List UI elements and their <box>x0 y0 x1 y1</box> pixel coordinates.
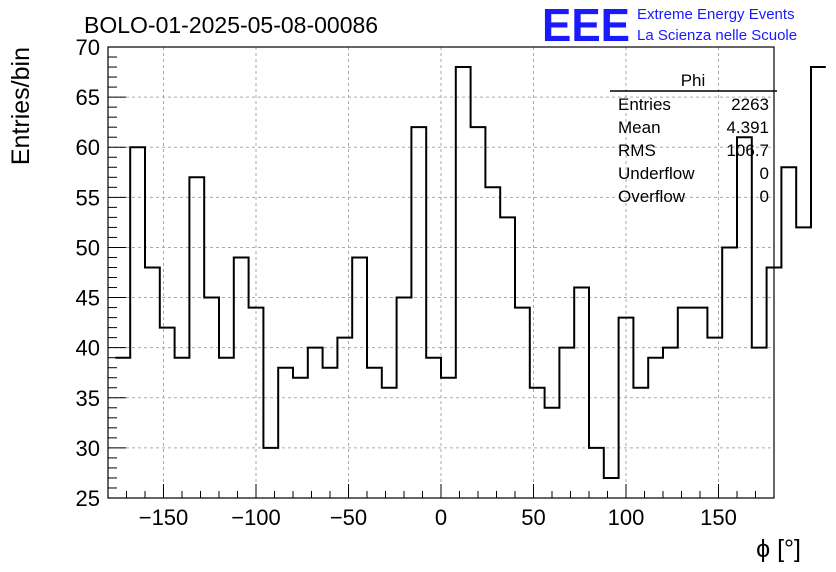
x-tick-label: 50 <box>521 505 545 530</box>
stats-row-value: 0 <box>760 164 769 183</box>
histogram-bin <box>397 298 412 498</box>
logo-mark: EEE <box>542 0 630 51</box>
histogram-bin <box>426 358 441 498</box>
stats-row-value: 106.7 <box>726 141 769 160</box>
histogram-bin <box>160 328 175 498</box>
chart-title: BOLO-01-2025-05-08-00086 <box>84 12 378 38</box>
histogram-bin <box>781 167 796 498</box>
logo: EEE Extreme Energy Events La Scienza nel… <box>542 0 797 51</box>
y-tick-label: 55 <box>76 185 100 210</box>
histogram-bin <box>663 348 678 498</box>
histogram-bin <box>707 338 722 498</box>
stats-rows: Entries 2263 Mean 4.391 RMS 106.7 Underflow 0 Ov… <box>618 95 769 206</box>
y-tick-label: 30 <box>76 436 100 461</box>
x-tick-label: −100 <box>231 505 281 530</box>
y-axis: 25 30 35 40 45 50 55 60 65 70 <box>76 35 126 511</box>
histogram-bins <box>115 67 825 498</box>
histogram-bin <box>574 288 589 498</box>
histogram-bin <box>752 348 767 498</box>
histogram-bin <box>485 187 500 498</box>
stats-title: Phi <box>681 71 706 90</box>
histogram-bin <box>115 358 130 498</box>
histogram-bin <box>811 67 826 498</box>
y-axis-title: Entries/bin <box>7 47 35 165</box>
logo-line-2: La Scienza nelle Scuole <box>637 27 797 44</box>
y-tick-label: 50 <box>76 235 100 260</box>
histogram-bin <box>367 368 382 498</box>
x-axis-title: ϕ [°] <box>756 535 801 563</box>
y-tick-label: 60 <box>76 135 100 160</box>
histogram-bin <box>249 308 264 498</box>
y-tick-label: 40 <box>76 336 100 361</box>
stats-row-value: 4.391 <box>726 118 769 137</box>
histogram-bin <box>648 358 663 498</box>
histogram-bin <box>619 318 634 498</box>
histogram-bin <box>263 448 278 498</box>
histogram-bin <box>530 388 545 498</box>
y-tick-label: 65 <box>76 85 100 110</box>
histogram-bin <box>678 308 693 498</box>
logo-line-1: Extreme Energy Events <box>637 6 795 23</box>
histogram-bin <box>796 227 811 498</box>
histogram-bin <box>737 137 752 498</box>
x-tick-label: 150 <box>700 505 737 530</box>
histogram-bin <box>515 308 530 498</box>
histogram-bin <box>337 338 352 498</box>
x-axis: −150 −100 −50 0 50 100 150 <box>126 484 756 530</box>
histogram-bin <box>293 378 308 498</box>
histogram-bin <box>633 388 648 498</box>
x-tick-label: 100 <box>608 505 645 530</box>
y-tick-label: 45 <box>76 286 100 311</box>
stats-row-value: 2263 <box>731 95 769 114</box>
histogram-bin <box>204 298 219 498</box>
histogram-bin <box>471 127 486 498</box>
histogram-bin <box>145 267 160 498</box>
histogram-bin <box>323 368 338 498</box>
stats-row-label: RMS <box>618 141 656 160</box>
x-tick-label: −150 <box>139 505 189 530</box>
histogram-bin <box>559 348 574 498</box>
stats-row-label: Overflow <box>618 187 686 206</box>
stats-row-label: Mean <box>618 118 661 137</box>
histogram-bin <box>604 478 619 498</box>
histogram-bin <box>441 378 456 498</box>
y-tick-label: 25 <box>76 486 100 511</box>
x-tick-label: −50 <box>330 505 367 530</box>
histogram-bin <box>722 247 737 498</box>
histogram-bin <box>589 448 604 498</box>
histogram-bin <box>456 67 471 498</box>
histogram-bin <box>219 358 234 498</box>
histogram-bin <box>545 408 560 498</box>
histogram-bin <box>352 257 367 498</box>
histogram-bin <box>234 257 249 498</box>
stats-row-value: 0 <box>760 187 769 206</box>
histogram-bin <box>308 348 323 498</box>
y-tick-label: 35 <box>76 386 100 411</box>
histogram-bin <box>130 147 145 498</box>
stats-row-label: Entries <box>618 95 671 114</box>
histogram-bin <box>693 308 708 498</box>
y-tick-label: 70 <box>76 35 100 60</box>
histogram-bin <box>175 358 190 498</box>
histogram-bin <box>411 127 426 498</box>
stats-row-label: Underflow <box>618 164 695 183</box>
stats-box: Phi Entries 2263 Mean 4.391 RMS 106.7 Underflo… <box>610 71 777 206</box>
histogram-bin <box>500 217 515 498</box>
histogram-bin <box>278 368 293 498</box>
histogram-outline <box>115 66 826 479</box>
histogram-bin <box>382 388 397 498</box>
histogram-bin <box>189 177 204 498</box>
x-tick-label: 0 <box>435 505 447 530</box>
